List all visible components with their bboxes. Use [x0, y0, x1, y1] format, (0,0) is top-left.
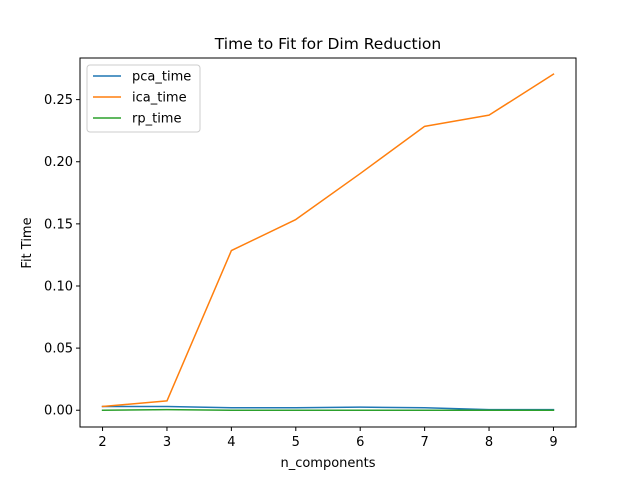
plot-frame	[79, 57, 577, 428]
x-tick-label: 5	[292, 435, 300, 450]
x-axis: 2 3 4 5 6 7 8 9	[98, 427, 558, 450]
y-tick-label: 0.15	[44, 217, 73, 232]
legend-label-pca_time: pca_time	[132, 70, 191, 85]
y-axis-label: Fit Time	[20, 217, 35, 268]
x-tick-label: 8	[485, 435, 493, 450]
x-tick-label: 6	[356, 435, 364, 450]
y-tick-label: 0.10	[44, 279, 73, 294]
x-tick-label: 4	[227, 435, 235, 450]
legend-label-rp_time: rp_time	[132, 112, 181, 127]
y-tick-label: 0.25	[44, 93, 73, 108]
series-line-ica_time	[101, 73, 555, 408]
x-tick-label: 2	[98, 435, 106, 450]
chart-title: Time to Fit for Dim Reduction	[214, 35, 441, 53]
y-tick-label: 0.05	[44, 342, 73, 357]
y-axis: 0.00 0.05 0.10 0.15 0.20 0.25	[44, 93, 80, 419]
series-layer	[101, 73, 555, 411]
x-tick-label: 9	[549, 435, 557, 450]
series-line-pca_time	[101, 405, 555, 411]
y-tick-label: 0.00	[44, 404, 73, 419]
x-tick-label: 3	[163, 435, 171, 450]
legend: pca_time ica_time rp_time	[86, 64, 201, 133]
legend-label-ica_time: ica_time	[132, 91, 187, 106]
y-tick-label: 0.20	[44, 155, 73, 170]
x-axis-label: n_components	[280, 456, 375, 471]
x-tick-label: 7	[420, 435, 428, 450]
legend-box	[86, 64, 201, 133]
series-line-rp_time	[101, 408, 555, 411]
